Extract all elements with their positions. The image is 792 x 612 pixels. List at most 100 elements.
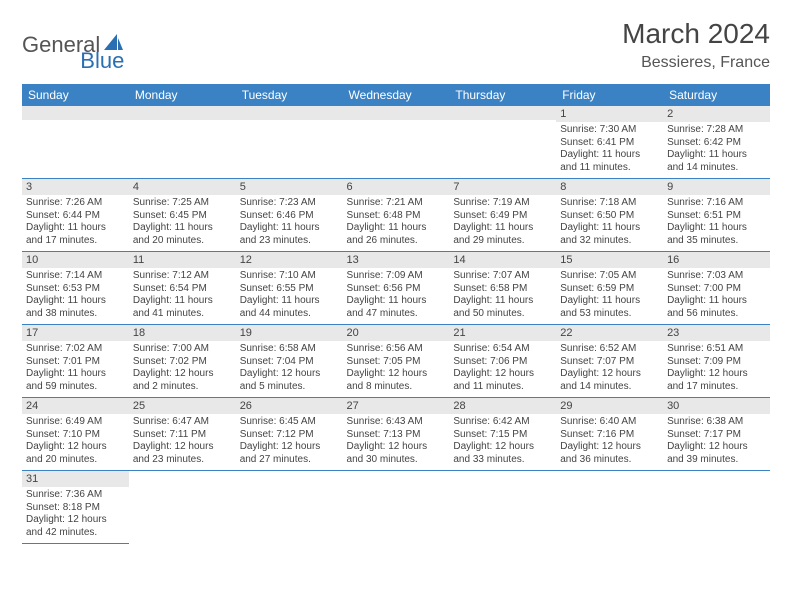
calendar-cell: 9Sunrise: 7:16 AMSunset: 6:51 PMDaylight…	[663, 179, 770, 252]
calendar-cell	[22, 106, 129, 179]
calendar-cell: 25Sunrise: 6:47 AMSunset: 7:11 PMDayligh…	[129, 398, 236, 471]
day-number: 18	[129, 325, 236, 341]
empty-day-band	[129, 106, 236, 120]
detail-line: Sunset: 6:44 PM	[26, 210, 125, 223]
month-title: March 2024	[622, 18, 770, 50]
detail-line: Daylight: 11 hours	[560, 295, 659, 308]
day-number: 12	[236, 252, 343, 268]
empty-day-band	[22, 106, 129, 120]
detail-line: Sunset: 6:53 PM	[26, 283, 125, 296]
detail-line: and 59 minutes.	[26, 381, 125, 394]
detail-line: Sunset: 7:17 PM	[667, 429, 766, 442]
detail-line: Sunset: 6:56 PM	[347, 283, 446, 296]
detail-line: Daylight: 11 hours	[240, 222, 339, 235]
day-details: Sunrise: 6:52 AMSunset: 7:07 PMDaylight:…	[556, 341, 663, 397]
day-details: Sunrise: 7:18 AMSunset: 6:50 PMDaylight:…	[556, 195, 663, 251]
detail-line: Sunset: 7:02 PM	[133, 356, 232, 369]
day-number: 16	[663, 252, 770, 268]
day-number: 11	[129, 252, 236, 268]
detail-line: Sunrise: 7:05 AM	[560, 270, 659, 283]
detail-line: Sunrise: 7:21 AM	[347, 197, 446, 210]
weekday-header: Monday	[129, 84, 236, 106]
calendar-cell: 29Sunrise: 6:40 AMSunset: 7:16 PMDayligh…	[556, 398, 663, 471]
day-number: 14	[449, 252, 556, 268]
detail-line: Sunset: 6:48 PM	[347, 210, 446, 223]
title-block: March 2024 Bessieres, France	[622, 18, 770, 72]
day-details: Sunrise: 7:23 AMSunset: 6:46 PMDaylight:…	[236, 195, 343, 251]
day-number: 9	[663, 179, 770, 195]
calendar-week-row: 10Sunrise: 7:14 AMSunset: 6:53 PMDayligh…	[22, 252, 770, 325]
calendar-cell	[236, 471, 343, 544]
detail-line: and 41 minutes.	[133, 308, 232, 321]
calendar-cell: 26Sunrise: 6:45 AMSunset: 7:12 PMDayligh…	[236, 398, 343, 471]
day-number: 5	[236, 179, 343, 195]
calendar-cell	[449, 106, 556, 179]
detail-line: Daylight: 12 hours	[560, 368, 659, 381]
detail-line: Sunrise: 7:18 AM	[560, 197, 659, 210]
detail-line: Daylight: 11 hours	[133, 295, 232, 308]
detail-line: Sunset: 7:06 PM	[453, 356, 552, 369]
day-details: Sunrise: 7:14 AMSunset: 6:53 PMDaylight:…	[22, 268, 129, 324]
detail-line: Sunset: 7:00 PM	[667, 283, 766, 296]
calendar-cell: 10Sunrise: 7:14 AMSunset: 6:53 PMDayligh…	[22, 252, 129, 325]
detail-line: and 36 minutes.	[560, 454, 659, 467]
detail-line: Sunset: 7:16 PM	[560, 429, 659, 442]
day-number: 15	[556, 252, 663, 268]
detail-line: Sunset: 7:12 PM	[240, 429, 339, 442]
calendar-cell	[129, 471, 236, 544]
detail-line: Daylight: 12 hours	[347, 368, 446, 381]
detail-line: Sunset: 7:09 PM	[667, 356, 766, 369]
detail-line: and 20 minutes.	[26, 454, 125, 467]
detail-line: Sunrise: 6:51 AM	[667, 343, 766, 356]
detail-line: and 2 minutes.	[133, 381, 232, 394]
detail-line: Sunset: 6:46 PM	[240, 210, 339, 223]
detail-line: Sunrise: 7:02 AM	[26, 343, 125, 356]
detail-line: and 5 minutes.	[240, 381, 339, 394]
calendar-week-row: 31Sunrise: 7:36 AMSunset: 8:18 PMDayligh…	[22, 471, 770, 544]
detail-line: Sunrise: 7:14 AM	[26, 270, 125, 283]
calendar-cell: 6Sunrise: 7:21 AMSunset: 6:48 PMDaylight…	[343, 179, 450, 252]
day-details: Sunrise: 7:10 AMSunset: 6:55 PMDaylight:…	[236, 268, 343, 324]
calendar-cell: 28Sunrise: 6:42 AMSunset: 7:15 PMDayligh…	[449, 398, 556, 471]
day-details: Sunrise: 7:09 AMSunset: 6:56 PMDaylight:…	[343, 268, 450, 324]
detail-line: Sunrise: 7:19 AM	[453, 197, 552, 210]
calendar-cell: 4Sunrise: 7:25 AMSunset: 6:45 PMDaylight…	[129, 179, 236, 252]
detail-line: Sunrise: 7:12 AM	[133, 270, 232, 283]
detail-line: Sunrise: 7:25 AM	[133, 197, 232, 210]
detail-line: Sunrise: 7:03 AM	[667, 270, 766, 283]
detail-line: Sunset: 6:49 PM	[453, 210, 552, 223]
detail-line: Sunset: 7:04 PM	[240, 356, 339, 369]
detail-line: and 26 minutes.	[347, 235, 446, 248]
calendar-cell: 21Sunrise: 6:54 AMSunset: 7:06 PMDayligh…	[449, 325, 556, 398]
logo: General Blue	[22, 18, 172, 58]
weekday-header: Friday	[556, 84, 663, 106]
calendar-cell: 12Sunrise: 7:10 AMSunset: 6:55 PMDayligh…	[236, 252, 343, 325]
day-details: Sunrise: 7:25 AMSunset: 6:45 PMDaylight:…	[129, 195, 236, 251]
detail-line: and 39 minutes.	[667, 454, 766, 467]
day-details: Sunrise: 7:02 AMSunset: 7:01 PMDaylight:…	[22, 341, 129, 397]
detail-line: and 38 minutes.	[26, 308, 125, 321]
detail-line: Sunset: 6:41 PM	[560, 137, 659, 150]
day-details: Sunrise: 6:58 AMSunset: 7:04 PMDaylight:…	[236, 341, 343, 397]
calendar-cell: 30Sunrise: 6:38 AMSunset: 7:17 PMDayligh…	[663, 398, 770, 471]
detail-line: Sunset: 7:01 PM	[26, 356, 125, 369]
detail-line: Daylight: 12 hours	[347, 441, 446, 454]
detail-line: Daylight: 12 hours	[240, 368, 339, 381]
weekday-header: Saturday	[663, 84, 770, 106]
detail-line: Sunrise: 7:10 AM	[240, 270, 339, 283]
detail-line: Sunrise: 6:45 AM	[240, 416, 339, 429]
calendar-cell	[236, 106, 343, 179]
detail-line: Daylight: 11 hours	[240, 295, 339, 308]
detail-line: Sunrise: 6:40 AM	[560, 416, 659, 429]
day-details: Sunrise: 6:42 AMSunset: 7:15 PMDaylight:…	[449, 414, 556, 470]
detail-line: and 29 minutes.	[453, 235, 552, 248]
detail-line: Daylight: 12 hours	[26, 514, 125, 527]
day-number: 20	[343, 325, 450, 341]
detail-line: and 33 minutes.	[453, 454, 552, 467]
calendar-table: Sunday Monday Tuesday Wednesday Thursday…	[22, 84, 770, 544]
day-details: Sunrise: 7:28 AMSunset: 6:42 PMDaylight:…	[663, 122, 770, 178]
detail-line: Daylight: 12 hours	[133, 368, 232, 381]
detail-line: Sunrise: 7:28 AM	[667, 124, 766, 137]
calendar-week-row: 17Sunrise: 7:02 AMSunset: 7:01 PMDayligh…	[22, 325, 770, 398]
detail-line: and 23 minutes.	[240, 235, 339, 248]
